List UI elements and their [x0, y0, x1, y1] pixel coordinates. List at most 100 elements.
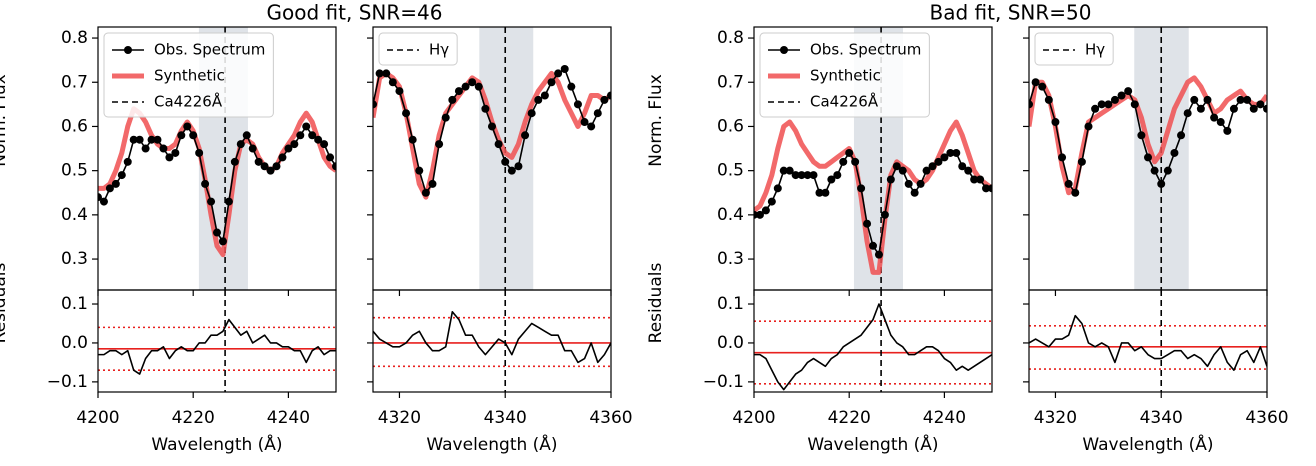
data-point [845, 148, 854, 157]
data-point [1256, 100, 1265, 109]
data-point [1058, 153, 1067, 162]
data-point [863, 219, 872, 228]
data-point [284, 144, 293, 153]
y-tick-label: 0.7 [717, 72, 744, 92]
legend-box [378, 32, 458, 66]
data-point [501, 157, 510, 166]
data-point [946, 148, 955, 157]
data-point [607, 91, 611, 100]
x-tick-label: 4360 [589, 408, 632, 428]
data-point [320, 140, 329, 149]
data-point [934, 157, 943, 166]
data-point [1044, 95, 1053, 104]
data-point [821, 188, 830, 197]
data-point [402, 109, 411, 118]
data-point [833, 171, 842, 180]
axes-frame [753, 289, 993, 393]
y-tick-label: 0.8 [717, 28, 744, 48]
data-point [560, 64, 569, 73]
data-point [880, 210, 889, 219]
data-point [272, 162, 281, 171]
x-axis-label: Wavelength (Å) [1082, 433, 1213, 455]
legend-symbol [780, 46, 788, 54]
y-tick-label: 0.8 [61, 28, 88, 48]
series-line [754, 119, 992, 275]
data-point [415, 166, 424, 175]
data-point [454, 87, 463, 96]
data-point [803, 171, 812, 180]
data-point [1157, 179, 1166, 188]
data-point [904, 179, 913, 188]
data-point [308, 131, 317, 140]
data-point [373, 100, 377, 109]
series-line [373, 70, 611, 200]
data-point [521, 131, 530, 140]
series-line [98, 318, 336, 375]
data-point [1130, 100, 1139, 109]
data-point [147, 135, 156, 144]
data-point [1163, 166, 1172, 175]
series-line [754, 303, 992, 391]
data-point [441, 113, 450, 122]
data-point [1210, 113, 1219, 122]
data-point [767, 197, 776, 206]
data-point [153, 135, 162, 144]
y-tick-label: 0.4 [717, 205, 744, 225]
x-tick-label: 4200 [732, 408, 775, 428]
data-point [809, 171, 818, 180]
data-point [1124, 87, 1133, 96]
data-point [827, 175, 836, 184]
data-point [534, 95, 543, 104]
series-line [1029, 75, 1267, 196]
legend-label: Obs. Spectrum [810, 41, 921, 59]
y-axis-label: Norm. Flux [0, 74, 10, 167]
data-point [958, 162, 967, 171]
data-point [1137, 131, 1146, 140]
x-axis-label: Wavelength (Å) [426, 433, 557, 455]
data-point [857, 184, 866, 193]
data-point [296, 131, 305, 140]
data-point [236, 140, 245, 149]
y-tick-label: 0.6 [717, 116, 744, 136]
data-point [1091, 104, 1100, 113]
data-point [839, 157, 848, 166]
x-tick-label: 4320 [378, 408, 421, 428]
data-point [785, 166, 794, 175]
data-point [940, 153, 949, 162]
data-point [1223, 126, 1232, 135]
data-point [587, 122, 596, 131]
data-point [1249, 104, 1258, 113]
data-point [874, 250, 883, 259]
data-point [773, 184, 782, 193]
legend-label: Ca4226Å [154, 92, 223, 111]
y-tick-label: −0.1 [703, 372, 744, 392]
x-tick-label: 4220 [828, 408, 871, 428]
data-point [117, 171, 126, 180]
data-point [779, 166, 788, 175]
data-point [1196, 104, 1205, 113]
data-point [580, 118, 589, 127]
legend-box [1034, 32, 1114, 66]
legend-symbol [124, 46, 132, 54]
axes-frame [372, 289, 612, 393]
data-point [242, 131, 251, 140]
x-axis-label: Wavelength (Å) [151, 433, 282, 455]
data-point [375, 69, 384, 78]
plot-area [754, 290, 992, 392]
data-point [970, 175, 979, 184]
chart-title: Good fit, SNR=46 [267, 1, 443, 25]
x-axis-label: Wavelength (Å) [807, 433, 938, 455]
data-point [332, 162, 336, 171]
series-line [1029, 314, 1267, 371]
legend-label: Hγ [429, 41, 449, 59]
data-point [1144, 153, 1152, 162]
data-point [797, 171, 806, 180]
data-point [1263, 104, 1267, 113]
data-point [474, 82, 483, 91]
legend-box [759, 32, 930, 118]
data-point [254, 157, 263, 166]
data-point [395, 87, 404, 96]
data-point [488, 122, 496, 131]
data-point [481, 104, 490, 113]
data-point [1150, 166, 1159, 175]
